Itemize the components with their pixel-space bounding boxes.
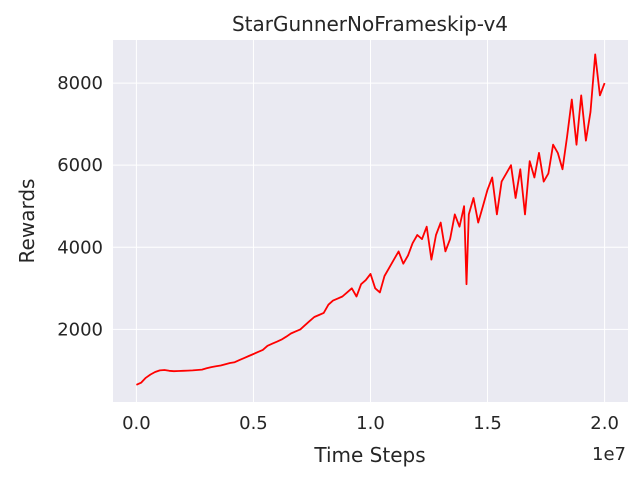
x-axis-title: Time Steps	[313, 443, 425, 467]
x-tick-label: 1.5	[473, 413, 502, 434]
series-layer	[136, 53, 606, 386]
series-line	[136, 53, 606, 386]
y-tick-label: 2000	[57, 319, 103, 340]
y-tick-label: 6000	[57, 155, 103, 176]
chart-title: StarGunnerNoFrameskip-v4	[232, 12, 508, 36]
x-tick-label: 0.0	[122, 413, 151, 434]
y-tick-labels: 2000 4000 6000 8000	[57, 73, 103, 340]
y-tick-label: 8000	[57, 73, 103, 94]
x-tick-label: 2.0	[590, 413, 619, 434]
x-tick-label: 1.0	[356, 413, 385, 434]
y-axis-title: Rewards	[15, 179, 39, 264]
x-axis-offset-label: 1e7	[592, 444, 626, 465]
x-tick-label: 0.5	[239, 413, 268, 434]
y-tick-label: 4000	[57, 237, 103, 258]
grid-lines	[113, 40, 628, 402]
x-tick-labels: 0.0 0.5 1.0 1.5 2.0	[122, 413, 619, 434]
